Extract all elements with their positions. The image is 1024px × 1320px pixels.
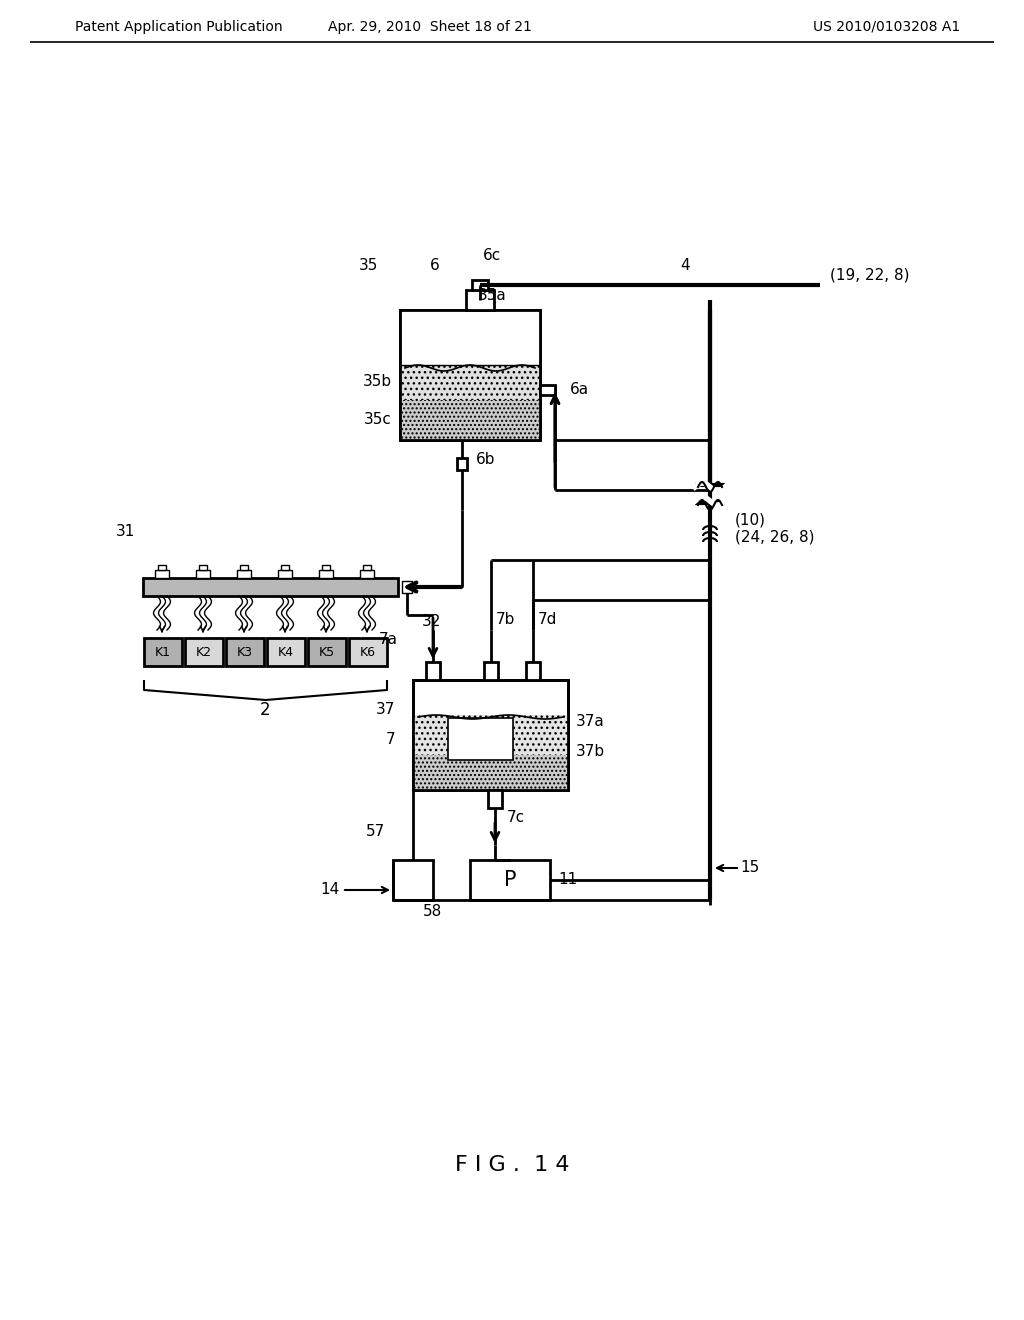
Bar <box>278 570 292 578</box>
Text: 37: 37 <box>376 702 395 718</box>
Text: Apr. 29, 2010  Sheet 18 of 21: Apr. 29, 2010 Sheet 18 of 21 <box>328 20 531 34</box>
Bar <box>267 638 305 667</box>
Bar <box>466 290 494 310</box>
Text: 35b: 35b <box>362 375 392 389</box>
Text: 58: 58 <box>423 904 442 920</box>
Bar <box>402 581 412 593</box>
Bar <box>426 663 440 680</box>
Bar <box>196 570 210 578</box>
Bar <box>413 715 568 755</box>
Bar <box>449 718 513 760</box>
Bar <box>413 680 568 789</box>
Bar <box>400 366 540 400</box>
Bar <box>488 789 502 808</box>
Bar <box>393 861 433 900</box>
Text: 7d: 7d <box>538 612 557 627</box>
Bar <box>472 280 488 290</box>
Text: 31: 31 <box>116 524 135 539</box>
Text: US 2010/0103208 A1: US 2010/0103208 A1 <box>813 20 961 34</box>
Text: 35: 35 <box>358 257 378 272</box>
Bar <box>281 565 289 570</box>
Bar <box>199 565 207 570</box>
Bar <box>319 570 333 578</box>
Text: 35c: 35c <box>365 412 392 428</box>
Text: 37b: 37b <box>575 744 605 759</box>
Text: K3: K3 <box>237 645 253 659</box>
Bar <box>400 400 540 440</box>
Text: 32: 32 <box>422 614 441 628</box>
Text: 2: 2 <box>260 701 270 719</box>
Text: 14: 14 <box>321 883 340 898</box>
Text: 7a: 7a <box>379 632 398 648</box>
Text: 6c: 6c <box>483 248 502 263</box>
Text: 15: 15 <box>740 861 759 875</box>
Bar <box>308 638 346 667</box>
Bar <box>362 565 371 570</box>
Text: 4: 4 <box>680 257 689 272</box>
Text: K2: K2 <box>196 645 212 659</box>
Bar <box>185 638 223 667</box>
Text: 11: 11 <box>558 873 578 887</box>
Bar <box>413 755 568 789</box>
Bar <box>526 663 540 680</box>
Text: F I G .  1 4: F I G . 1 4 <box>455 1155 569 1175</box>
Text: K5: K5 <box>318 645 335 659</box>
Bar <box>484 663 498 680</box>
Text: 6a: 6a <box>570 383 589 397</box>
Text: K1: K1 <box>155 645 171 659</box>
Text: K4: K4 <box>278 645 294 659</box>
Bar <box>470 861 550 900</box>
Bar <box>360 570 374 578</box>
Bar <box>240 565 248 570</box>
Text: (24, 26, 8): (24, 26, 8) <box>735 529 814 544</box>
Bar <box>400 310 540 440</box>
Text: 7b: 7b <box>496 612 515 627</box>
Text: 7: 7 <box>385 733 395 747</box>
Bar <box>143 578 398 597</box>
Bar <box>540 385 555 395</box>
Bar <box>322 565 330 570</box>
Text: 37a: 37a <box>575 714 605 730</box>
Text: (10): (10) <box>735 512 766 528</box>
Text: 7c: 7c <box>507 810 525 825</box>
Text: K6: K6 <box>360 645 376 659</box>
Bar <box>400 310 540 440</box>
Bar <box>226 638 264 667</box>
Text: 57: 57 <box>366 825 385 840</box>
Text: 6: 6 <box>430 257 439 272</box>
Bar <box>413 680 568 789</box>
Text: 35a: 35a <box>478 288 507 302</box>
Text: (19, 22, 8): (19, 22, 8) <box>830 268 909 282</box>
Bar <box>144 638 182 667</box>
Bar <box>349 638 387 667</box>
Bar <box>457 458 467 470</box>
Text: Patent Application Publication: Patent Application Publication <box>75 20 283 34</box>
Text: 6b: 6b <box>476 453 496 467</box>
Bar <box>400 310 540 366</box>
Bar <box>237 570 251 578</box>
Text: P: P <box>504 870 516 890</box>
Bar <box>155 570 169 578</box>
Bar <box>158 565 166 570</box>
